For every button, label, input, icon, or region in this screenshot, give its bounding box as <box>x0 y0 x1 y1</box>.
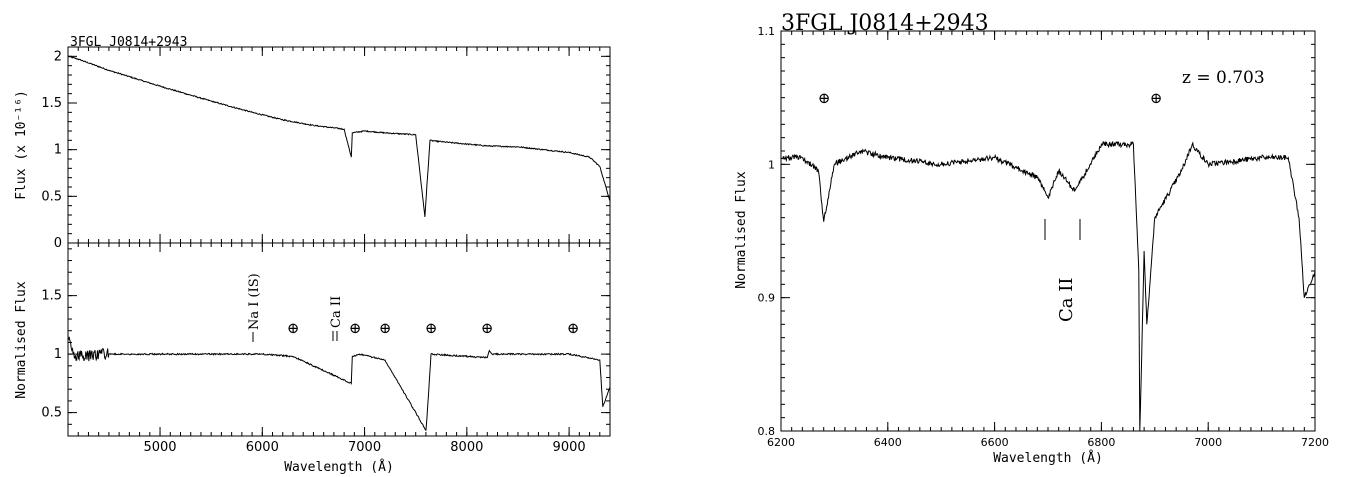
y-tick-label: 1 <box>768 158 775 171</box>
y-tick-label: 1.5 <box>41 289 62 304</box>
telluric-symbol: ⊕ <box>379 319 392 337</box>
telluric-symbol: ⊕ <box>481 319 494 337</box>
left-bottom-panel: Normalised Flux Wavelength (Å) 5000 6000 7… <box>14 242 611 475</box>
y-tick-label: 0.5 <box>41 406 62 421</box>
x-tick-label: 6800 <box>1087 436 1115 449</box>
y-tick-label: 0 <box>54 236 62 251</box>
left-bottom-ylabel: Normalised Flux <box>14 281 29 399</box>
right-title: 3FGL J0814+2943 <box>781 11 989 36</box>
y-tick-label: 0.8 <box>758 425 776 438</box>
right-frame <box>780 30 1316 432</box>
left-top-ticks: 0 0.5 1 1.5 2 <box>41 46 611 251</box>
right-ylabel: Normalised Flux <box>734 171 749 289</box>
x-tick-label: 9000 <box>553 440 586 455</box>
left-top-panel: 3FGL J0814+2943 Flux (x 10⁻¹⁶) 0 0.5 1 1.5 2 <box>14 35 611 251</box>
x-tick-label: 6200 <box>767 436 795 449</box>
y-tick-label: 1.5 <box>41 96 62 111</box>
telluric-symbol: ⊕ <box>818 89 831 107</box>
telluric-symbol: ⊕ <box>287 319 300 337</box>
x-tick-label: 8000 <box>450 440 483 455</box>
ca-ii-label-right: Ca II <box>1056 278 1077 322</box>
x-tick-label: 7200 <box>1301 436 1329 449</box>
y-tick-label: 1.1 <box>758 25 776 38</box>
telluric-symbol: ⊕ <box>567 319 580 337</box>
left-top-ylabel: Flux (x 10⁻¹⁶) <box>14 90 29 200</box>
x-tick-label: 7000 <box>348 440 381 455</box>
x-tick-label: 6600 <box>981 436 1009 449</box>
x-tick-label: 6000 <box>246 440 279 455</box>
right-xlabel: Wavelength (Å) <box>993 450 1103 466</box>
x-tick-label: 6400 <box>874 436 902 449</box>
right-ticks: 6200 6400 6600 6800 7000 7200 0.8 0.9 1 1.1 <box>758 25 1330 449</box>
na-i-label: Na I (IS) <box>247 273 262 330</box>
telluric-symbol: ⊕ <box>425 319 438 337</box>
y-tick-label: 1 <box>54 347 62 362</box>
left-top-spectrum-line <box>68 55 611 217</box>
left-bottom-frame <box>67 242 611 437</box>
y-tick-label: 1 <box>54 143 62 158</box>
right-panel: 3FGL J0814+2943 Normalised Flux Waveleng… <box>734 11 1329 466</box>
telluric-symbol: ⊕ <box>1150 89 1163 107</box>
left-xlabel: Wavelength (Å) <box>284 459 394 475</box>
telluric-symbol: ⊕ <box>349 319 362 337</box>
left-bottom-ticks: 5000 6000 7000 8000 9000 0.5 1 1.5 <box>41 243 611 455</box>
y-tick-label: 0.5 <box>41 189 62 204</box>
y-tick-label: 0.9 <box>758 292 776 305</box>
redshift-label: z = 0.703 <box>1182 68 1265 88</box>
left-bottom-spectrum-line <box>67 336 611 432</box>
ca-ii-label-left: Ca II <box>329 296 344 328</box>
y-tick-label: 2 <box>54 49 62 64</box>
left-top-frame <box>67 46 611 244</box>
right-spectrum-line <box>780 140 1316 432</box>
x-tick-label: 7000 <box>1194 436 1222 449</box>
left-title: 3FGL J0814+2943 <box>70 35 187 50</box>
x-tick-label: 5000 <box>143 440 176 455</box>
